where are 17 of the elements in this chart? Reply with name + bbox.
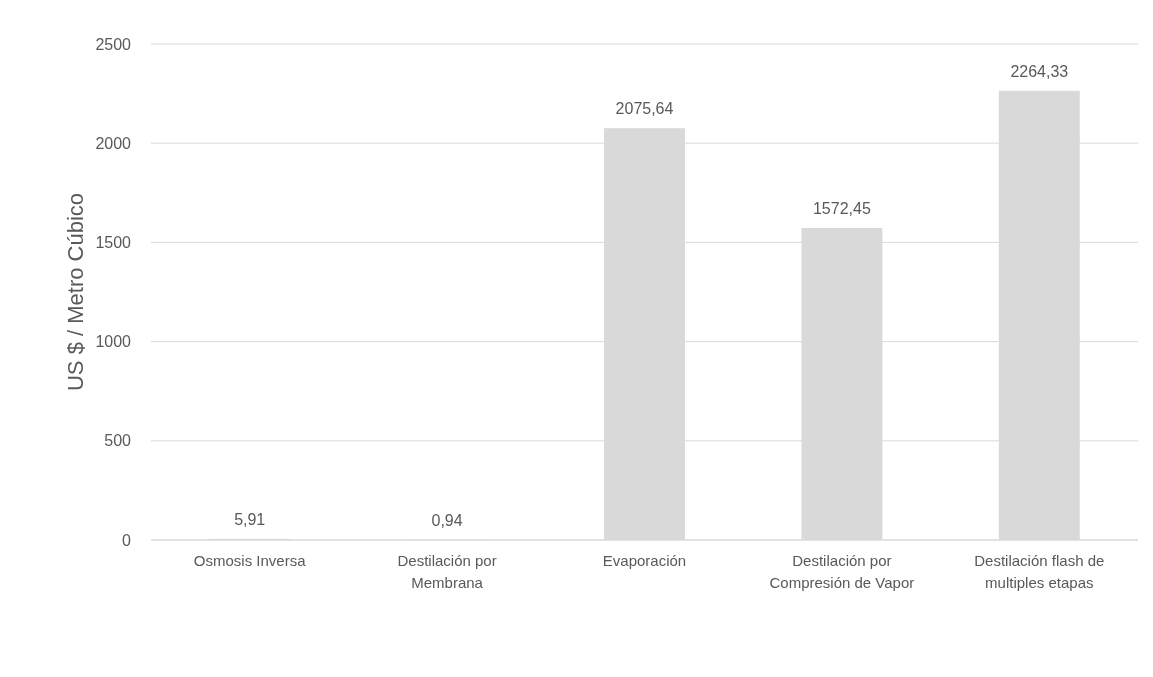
data-label: 2264,33 bbox=[1010, 62, 1069, 80]
y-tick-label: 2500 bbox=[95, 35, 132, 53]
data-label: 1572,45 bbox=[812, 200, 871, 218]
x-tick-label: Evaporación bbox=[602, 552, 687, 569]
x-tick-label: Osmosis Inversa bbox=[193, 552, 307, 569]
y-tick-label: 1000 bbox=[95, 333, 132, 351]
data-label: 0,94 bbox=[431, 511, 463, 529]
y-axis-title: US $ / Metro Cúbico bbox=[63, 192, 88, 392]
data-label: 2075,64 bbox=[615, 100, 674, 118]
y-tick-label: 0 bbox=[122, 531, 132, 549]
y-tick-label: 500 bbox=[104, 432, 132, 450]
data-label: 5,91 bbox=[234, 510, 266, 528]
y-tick-label: 2000 bbox=[95, 134, 132, 152]
x-tick-label: Destilación por Compresión de Vapor bbox=[769, 552, 915, 591]
x-tick-label: Destilación flash de multiples etapas bbox=[974, 552, 1105, 591]
y-tick-label: 1500 bbox=[95, 234, 132, 251]
x-tick-label: Destilación por Membrana bbox=[397, 552, 497, 591]
